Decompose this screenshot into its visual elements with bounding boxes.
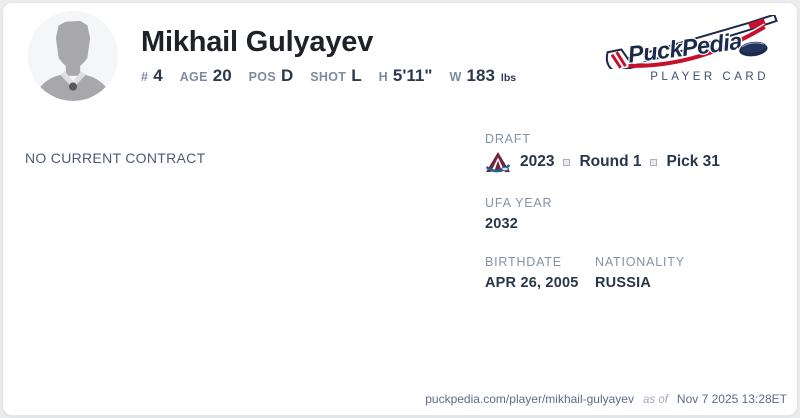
stat-position: POS D	[249, 66, 294, 86]
player-page-url[interactable]: puckpedia.com/player/mikhail-gulyayev	[425, 392, 634, 406]
draft-pick: Pick 31	[666, 153, 720, 170]
birthdate-block: BIRTHDATE APR 26, 2005	[485, 255, 595, 291]
colorado-avalanche-logo-icon	[485, 152, 511, 173]
ufa-value: 2032	[485, 216, 519, 232]
player-name: Mikhail Gulyayev	[141, 26, 374, 58]
separator-icon	[650, 158, 658, 166]
stat-value: L	[351, 66, 362, 85]
player-stats-row: # 4 AGE 20 POS D SHOT L H 5'11" W 183	[141, 66, 516, 86]
stat-height: H 5'11"	[379, 66, 433, 86]
draft-round: Round 1	[579, 153, 642, 170]
contract-status: NO CURRENT CONTRACT	[25, 150, 206, 166]
ufa-label: UFA YEAR	[485, 196, 553, 210]
as-of-label: as of	[642, 394, 668, 406]
stat-value: 20	[212, 66, 232, 85]
ufa-section: UFA YEAR 2032	[485, 196, 785, 232]
stat-value: 5'11"	[392, 66, 433, 85]
stat-label: POS	[248, 70, 276, 84]
draft-label: DRAFT	[485, 132, 531, 146]
nationality-label: NATIONALITY	[595, 255, 685, 269]
puckpedia-logo-icon: PuckPedia	[605, 15, 778, 69]
stat-value: 183	[466, 66, 495, 85]
draft-section: DRAFT 2023 Round 1 Pick 31	[485, 132, 785, 173]
stat-label: AGE	[179, 70, 208, 84]
stat-label: SHOT	[310, 70, 347, 84]
stat-shot: SHOT L	[310, 66, 361, 86]
stat-label: H	[378, 70, 388, 84]
draft-year: 2023	[520, 153, 555, 170]
nationality-block: NATIONALITY RUSSIA	[595, 255, 685, 291]
stat-value: D	[280, 66, 294, 85]
player-header: Mikhail Gulyayev # 4 AGE 20 POS D SHOT L…	[141, 25, 516, 86]
stat-value: 4	[153, 66, 163, 85]
player-silhouette-icon	[28, 11, 118, 101]
stat-number: # 4	[141, 66, 163, 86]
avatar	[28, 11, 118, 101]
stat-label: #	[141, 70, 149, 84]
separator-icon	[563, 158, 571, 166]
footer: puckpedia.com/player/mikhail-gulyayev as…	[425, 392, 787, 406]
bio-section: BIRTHDATE APR 26, 2005 NATIONALITY RUSSI…	[485, 255, 785, 291]
birthdate-label: BIRTHDATE	[485, 255, 562, 269]
stat-suffix: lbs	[500, 72, 517, 84]
snapshot-timestamp: Nov 7 2025 13:28ET	[676, 392, 787, 406]
draft-row: 2023 Round 1 Pick 31	[485, 151, 785, 173]
stat-label: W	[449, 70, 462, 84]
stat-age: AGE 20	[180, 66, 232, 86]
brand-block: PuckPedia PLAYER CARD	[601, 15, 781, 83]
nationality-value: RUSSIA	[595, 275, 651, 291]
stat-weight: W 183 lbs	[449, 66, 516, 86]
player-card-subtitle: PLAYER CARD	[650, 71, 769, 83]
birthdate-value: APR 26, 2005	[485, 275, 579, 291]
details-column: DRAFT 2023 Round 1 Pick 31 UFA YEAR 2032	[485, 132, 785, 291]
